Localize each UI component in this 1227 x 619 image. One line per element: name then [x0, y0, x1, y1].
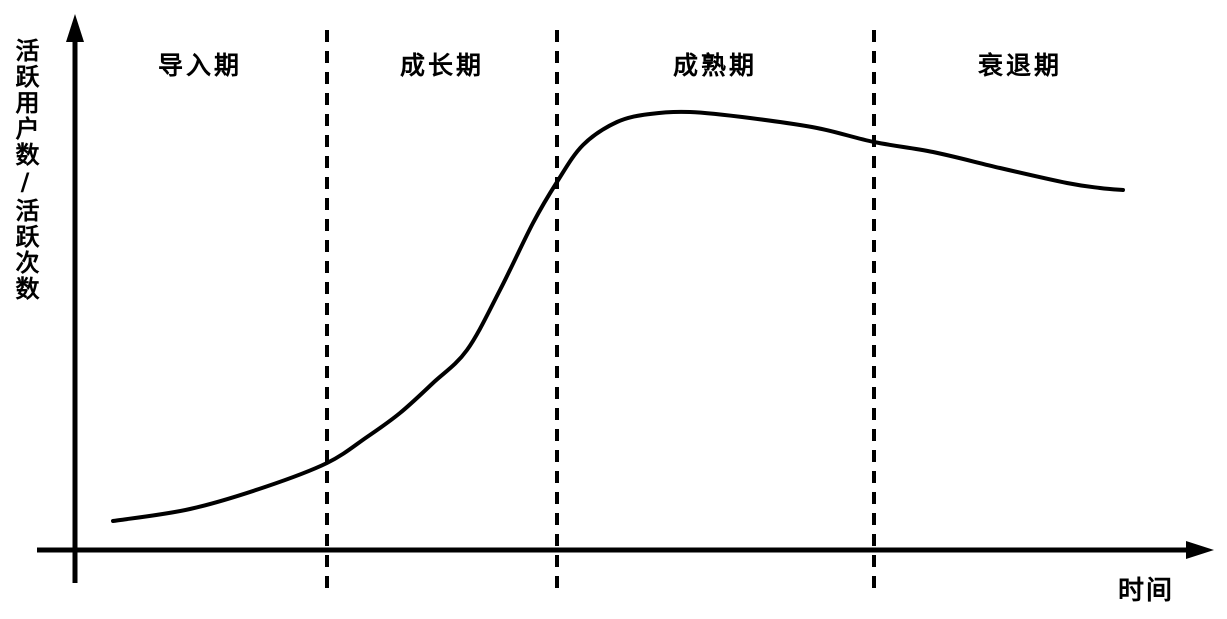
x-axis-arrow-icon	[1186, 541, 1214, 559]
phase-label-growth: 成长期	[399, 51, 485, 80]
phase-label-decline: 衰退期	[977, 51, 1063, 80]
x-axis-label: 时间	[1118, 576, 1175, 606]
lifecycle-curve	[111, 109, 1125, 523]
phase-label-maturity: 成熟期	[672, 51, 758, 80]
y-axis-label: 活跃用户数/活跃次数	[11, 38, 39, 302]
y-axis-arrow-icon	[66, 14, 84, 42]
phase-label-introduction: 导入期	[157, 51, 243, 80]
